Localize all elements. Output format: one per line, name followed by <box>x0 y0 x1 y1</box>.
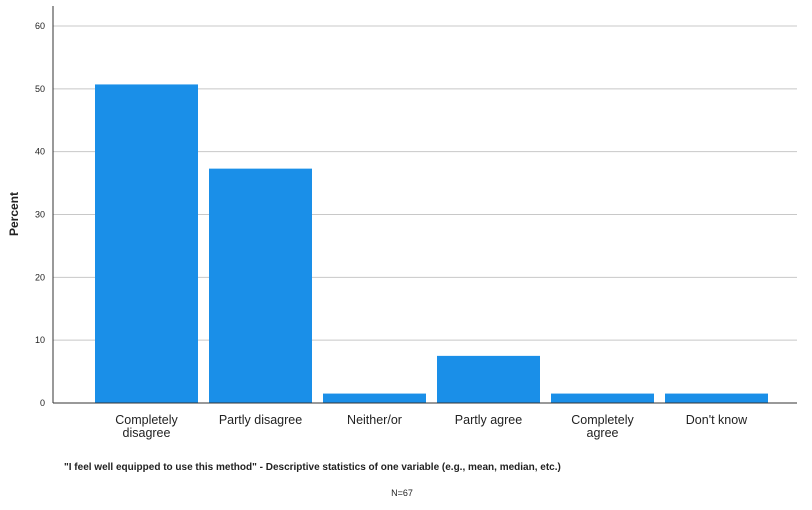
bar-4 <box>551 393 654 403</box>
x-category-label: Completely disagree <box>115 413 178 440</box>
y-tick-label: 0 <box>40 398 45 408</box>
bar-3 <box>437 355 540 403</box>
y-axis-label: Percent <box>7 192 21 236</box>
x-category-label: Don't know <box>686 413 748 427</box>
x-category-label: Completely agree <box>571 413 634 440</box>
bar-0 <box>95 84 198 403</box>
chart-caption: "I feel well equipped to use this method… <box>64 462 561 473</box>
bar-5 <box>665 393 768 403</box>
axes <box>52 6 797 404</box>
y-tick-labels: 0 10 20 30 40 50 60 <box>35 21 45 408</box>
y-tick-label: 30 <box>35 210 45 220</box>
x-category-label: Partly disagree <box>219 413 302 427</box>
y-tick-label: 20 <box>35 272 45 282</box>
x-category-label: Neither/or <box>347 413 402 427</box>
x-category-labels: Completely disagree Partly disagree Neither… <box>115 413 748 440</box>
y-tick-label: 60 <box>35 21 45 31</box>
y-tick-label: 40 <box>35 147 45 157</box>
y-tick-label: 50 <box>35 84 45 94</box>
sample-size-note: N=67 <box>391 488 413 498</box>
bar-1 <box>209 168 312 403</box>
bars <box>95 84 768 403</box>
bar-2 <box>323 393 426 403</box>
x-category-label: Partly agree <box>455 413 522 427</box>
y-tick-label: 10 <box>35 335 45 345</box>
